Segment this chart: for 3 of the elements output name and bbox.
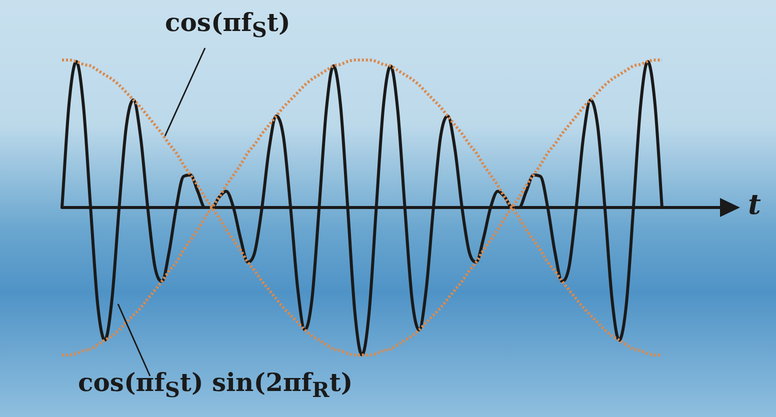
x-axis-title: t <box>748 188 761 221</box>
text: cos(πf$_{S}$t) sin(2πf$_{R}$t) <box>78 368 353 402</box>
text: cos(πf$_{S}$t) <box>165 8 290 42</box>
